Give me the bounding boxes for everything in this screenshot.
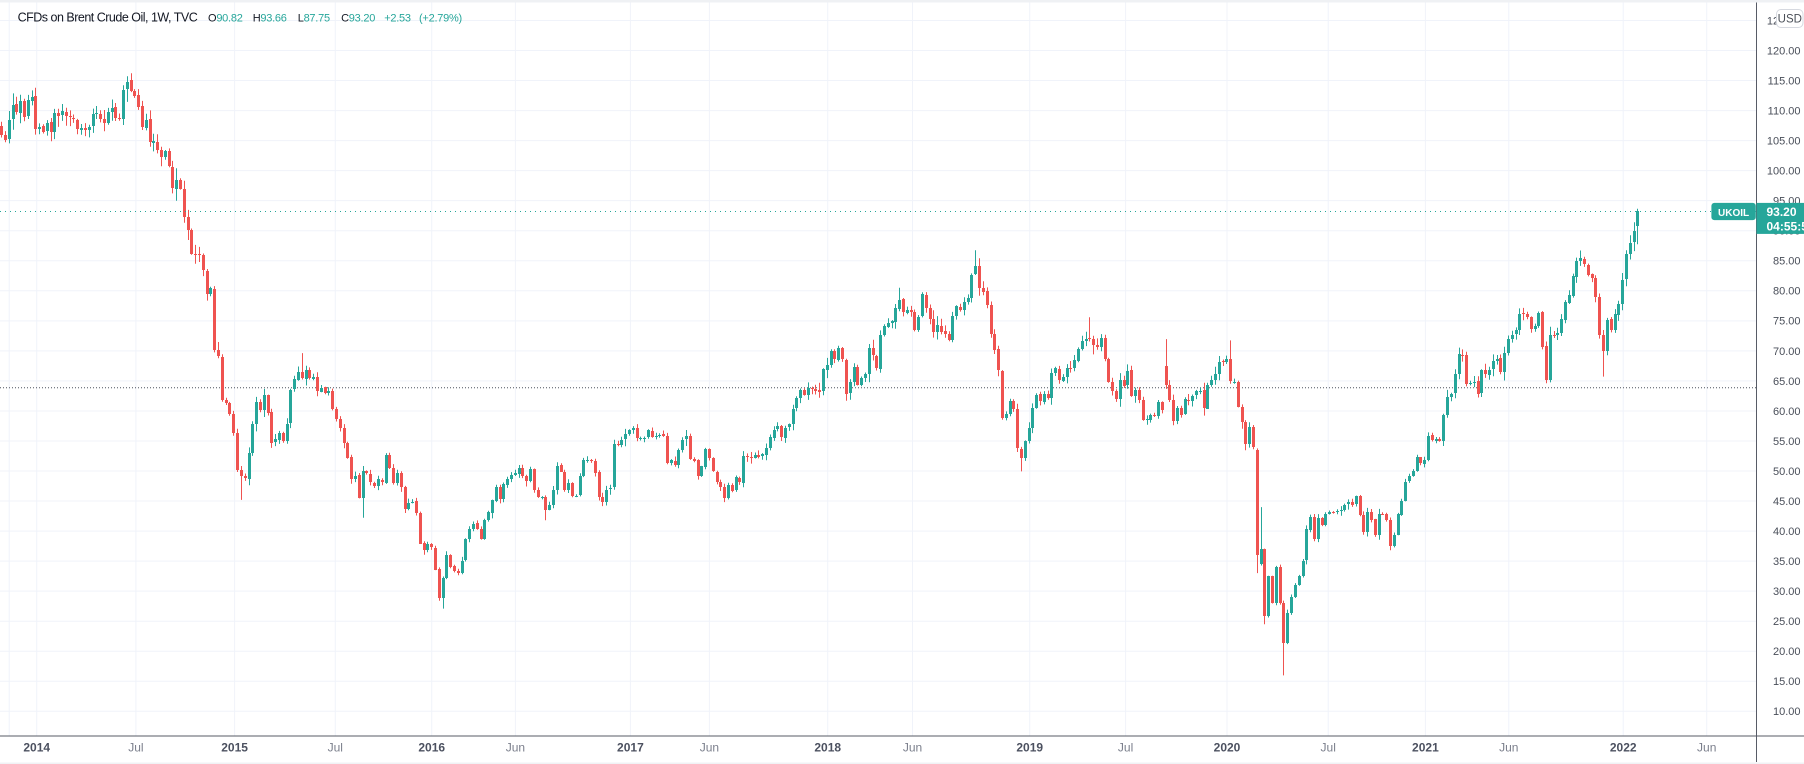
svg-text:2014: 2014 [23,741,50,755]
svg-text:40.00: 40.00 [1773,526,1801,538]
svg-text:105.00: 105.00 [1767,136,1801,148]
svg-text:100.00: 100.00 [1767,166,1801,178]
svg-text:Jul: Jul [328,741,343,755]
svg-text:85.00: 85.00 [1773,256,1801,268]
svg-text:2017: 2017 [617,741,644,755]
svg-text:60.00: 60.00 [1773,406,1801,418]
svg-text:65.00: 65.00 [1773,376,1801,388]
svg-text:USD: USD [1778,14,1802,26]
svg-text:70.00: 70.00 [1773,346,1801,358]
svg-text:Jun: Jun [506,741,525,755]
svg-text:(+2.79%): (+2.79%) [419,12,462,24]
svg-text:80.00: 80.00 [1773,286,1801,298]
svg-text:UKOIL: UKOIL [1718,208,1749,219]
svg-text:120.00: 120.00 [1767,45,1801,57]
svg-text:2020: 2020 [1214,741,1241,755]
svg-text:115.00: 115.00 [1768,75,1801,87]
svg-text:110.00: 110.00 [1768,106,1801,118]
svg-text:55.00: 55.00 [1773,436,1801,448]
svg-text:2018: 2018 [814,741,841,755]
svg-text:+2.53: +2.53 [384,12,411,24]
svg-text:10.00: 10.00 [1773,706,1801,718]
svg-text:O90.82: O90.82 [208,12,243,24]
svg-text:2021: 2021 [1412,741,1439,755]
svg-text:C93.20: C93.20 [341,12,375,24]
svg-text:L87.75: L87.75 [298,12,330,24]
svg-text:04:55:55: 04:55:55 [1767,220,1804,234]
svg-text:CFDs on Brent Crude Oil, 1W, T: CFDs on Brent Crude Oil, 1W, TVC [18,10,198,24]
svg-text:Jun: Jun [903,741,922,755]
svg-text:35.00: 35.00 [1773,556,1801,568]
svg-text:93.20: 93.20 [1767,205,1797,219]
svg-text:30.00: 30.00 [1773,586,1801,598]
svg-text:Jun: Jun [1499,741,1518,755]
svg-text:75.00: 75.00 [1773,316,1801,328]
svg-text:25.00: 25.00 [1773,616,1801,628]
svg-text:2016: 2016 [418,741,445,755]
svg-text:2015: 2015 [221,741,248,755]
svg-text:Jul: Jul [128,741,143,755]
svg-text:Jun: Jun [1697,741,1716,755]
svg-text:Jul: Jul [1321,741,1336,755]
svg-text:45.00: 45.00 [1773,496,1801,508]
svg-text:20.00: 20.00 [1773,646,1801,658]
svg-text:2022: 2022 [1610,741,1637,755]
svg-text:Jun: Jun [700,741,719,755]
svg-text:2019: 2019 [1016,741,1043,755]
svg-text:H93.66: H93.66 [253,12,287,24]
svg-text:15.00: 15.00 [1773,676,1801,688]
svg-text:50.00: 50.00 [1773,466,1801,478]
svg-text:Jul: Jul [1118,741,1133,755]
